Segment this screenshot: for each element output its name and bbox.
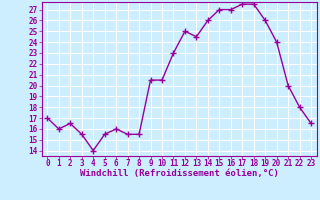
X-axis label: Windchill (Refroidissement éolien,°C): Windchill (Refroidissement éolien,°C) [80,169,279,178]
